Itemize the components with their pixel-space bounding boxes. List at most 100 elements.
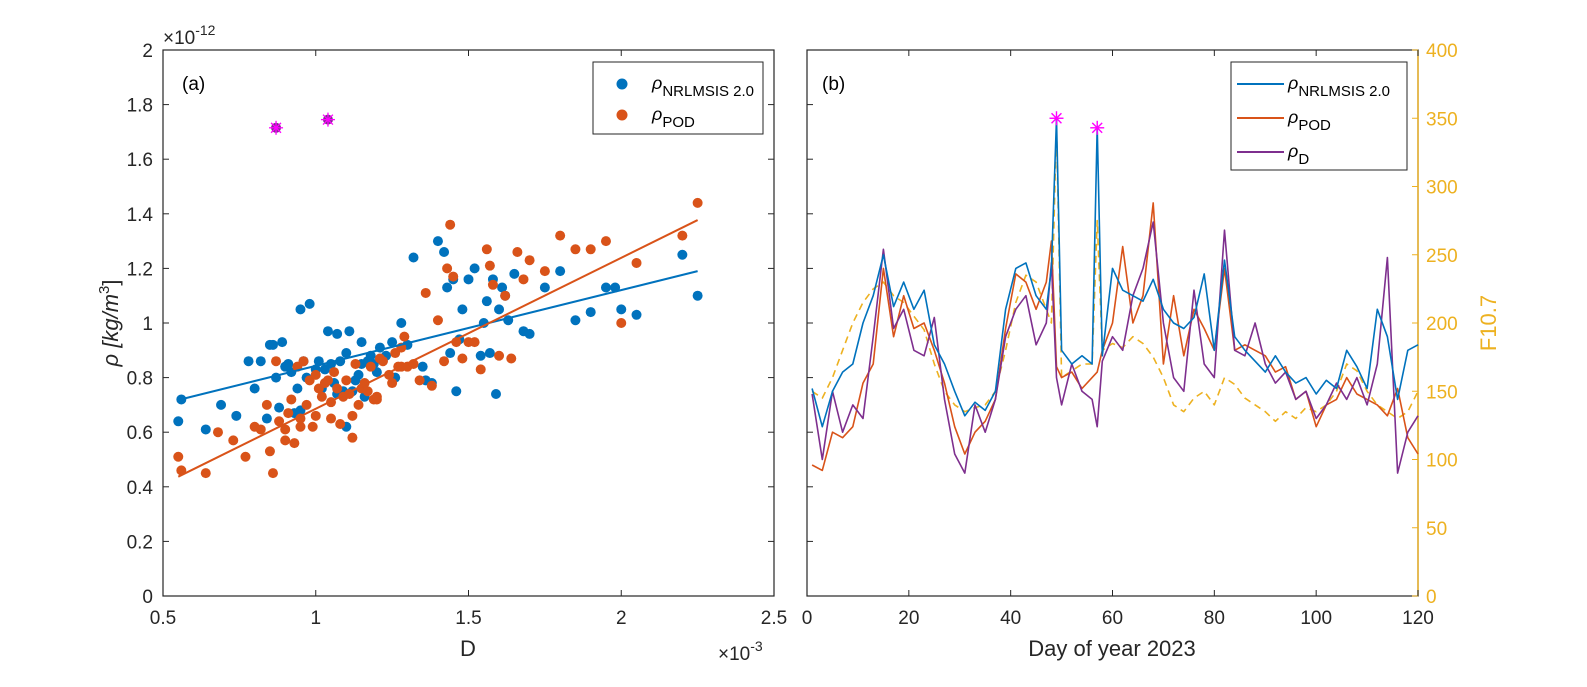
panel-a-legend: ρNRLMSIS 2.0 ρPOD — [592, 61, 764, 135]
scatter-point-nrlmsis — [616, 304, 627, 315]
legend-b-label-d: ρD — [1287, 141, 1309, 168]
scatter-point-pod — [335, 419, 346, 430]
scatter-point-nrlmsis — [200, 424, 211, 435]
b-xtick-label: 40 — [1000, 608, 1021, 629]
b-y2tick-label: 200 — [1426, 314, 1458, 335]
scatter-point-pod — [500, 290, 511, 301]
series-line-nrlmsis — [811, 117, 1419, 428]
a-xtick-label: 1 — [310, 608, 321, 629]
scatter-point-pod — [347, 432, 358, 443]
peak-star-marker — [1049, 111, 1064, 126]
scatter-point-nrlmsis — [439, 247, 450, 258]
scatter-point-pod — [274, 416, 285, 427]
scatter-point-nrlmsis — [457, 304, 468, 315]
scatter-point-nrlmsis — [490, 388, 501, 399]
scatter-point-nrlmsis — [396, 318, 407, 328]
scatter-point-pod — [539, 266, 550, 277]
legend-marker-pod — [616, 109, 628, 121]
scatter-point-nrlmsis — [509, 268, 520, 279]
scatter-point-pod — [481, 244, 492, 255]
scatter-point-nrlmsis — [585, 307, 596, 318]
scatter-point-nrlmsis — [261, 413, 272, 424]
fit-line-pod — [177, 219, 699, 478]
scatter-point-nrlmsis — [442, 282, 453, 293]
scatter-point-nrlmsis — [445, 348, 456, 359]
scatter-point-pod — [677, 230, 688, 241]
scatter-point-pod — [261, 399, 272, 410]
scatter-point-nrlmsis — [539, 282, 550, 293]
scatter-point-pod — [432, 315, 443, 326]
scatter-point-nrlmsis — [322, 326, 333, 337]
scatter-point-pod — [442, 263, 453, 274]
scatter-point-pod — [506, 353, 517, 364]
a-ytick-label: 1.8 — [127, 96, 153, 117]
scatter-point-pod — [457, 353, 468, 364]
scatter-point-pod — [487, 279, 498, 290]
scatter-point-pod — [445, 219, 456, 230]
scatter-point-nrlmsis — [264, 339, 275, 350]
scatter-point-pod — [301, 399, 312, 410]
scatter-point-nrlmsis — [173, 416, 184, 427]
peak-star-marker — [1090, 120, 1105, 135]
b-xtick-label: 20 — [898, 608, 919, 629]
scatter-point-pod — [322, 375, 333, 386]
scatter-point-pod — [212, 427, 223, 438]
scatter-point-nrlmsis — [332, 328, 343, 339]
series-line-d — [811, 221, 1419, 474]
a-xtick-label: 2 — [616, 608, 627, 629]
scatter-point-pod — [280, 424, 291, 435]
scatter-point-nrlmsis — [344, 326, 355, 337]
scatter-point-pod — [377, 356, 388, 367]
scatter-point-pod — [280, 435, 291, 446]
scatter-point-nrlmsis — [216, 399, 227, 410]
scatter-point-nrlmsis — [475, 350, 486, 361]
scatter-point-pod — [524, 255, 535, 266]
scatter-point-pod — [387, 378, 398, 389]
scatter-point-pod — [399, 331, 410, 342]
scatter-point-nrlmsis — [484, 348, 495, 359]
scatter-point-nrlmsis — [353, 369, 364, 380]
scatter-point-pod — [200, 468, 211, 479]
scatter-point-pod — [228, 435, 239, 446]
scatter-point-pod — [326, 413, 337, 424]
panel-b-x-label: Day of year 2023 — [1028, 636, 1196, 661]
scatter-point-pod — [264, 446, 275, 457]
b-xtick-label: 0 — [802, 608, 813, 629]
scatter-point-nrlmsis — [481, 296, 492, 307]
panel-a-x-label: D — [460, 636, 476, 661]
scatter-point-pod — [329, 367, 340, 378]
a-ytick-label: 0 — [142, 587, 153, 608]
panel-b-peak-markers — [1049, 111, 1105, 135]
scatter-point-nrlmsis — [677, 249, 688, 260]
outlier-star-marker — [269, 120, 284, 135]
b-y2tick-label: 100 — [1426, 451, 1458, 472]
scatter-point-nrlmsis — [356, 337, 367, 348]
scatter-point-nrlmsis — [417, 361, 428, 372]
scatter-point-pod — [347, 410, 358, 421]
scatter-point-nrlmsis — [255, 356, 266, 367]
legend-b-label-nrlmsis: ρNRLMSIS 2.0 — [1287, 73, 1390, 100]
legend-marker-nrlmsis — [616, 78, 628, 90]
scatter-point-nrlmsis — [451, 386, 462, 397]
scatter-point-nrlmsis — [243, 356, 254, 367]
scatter-point-pod — [271, 356, 282, 367]
panel-a-y-label: ρ [kg/m3] — [96, 280, 123, 368]
scatter-point-pod — [600, 236, 611, 247]
panel-b-right-axis: 0 50 100 150 200 250 300 350 400 — [1412, 41, 1458, 608]
scatter-point-nrlmsis — [341, 348, 352, 359]
a-ytick-label: 1 — [142, 314, 153, 335]
b-y2tick-label: 150 — [1426, 382, 1458, 403]
a-ytick-label: 0.6 — [127, 423, 153, 444]
scatter-point-nrlmsis — [494, 304, 505, 315]
fit-line-nrlmsis — [178, 270, 698, 401]
scatter-point-nrlmsis — [274, 402, 285, 413]
scatter-point-pod — [631, 257, 642, 268]
scatter-point-nrlmsis — [408, 252, 419, 263]
scatter-point-nrlmsis — [631, 309, 642, 320]
scatter-point-pod — [298, 356, 309, 367]
panel-a-plot-area — [162, 49, 775, 597]
scatter-point-pod — [240, 451, 251, 462]
b-y2tick-label: 400 — [1426, 41, 1458, 62]
b-xtick-label: 120 — [1402, 608, 1434, 629]
